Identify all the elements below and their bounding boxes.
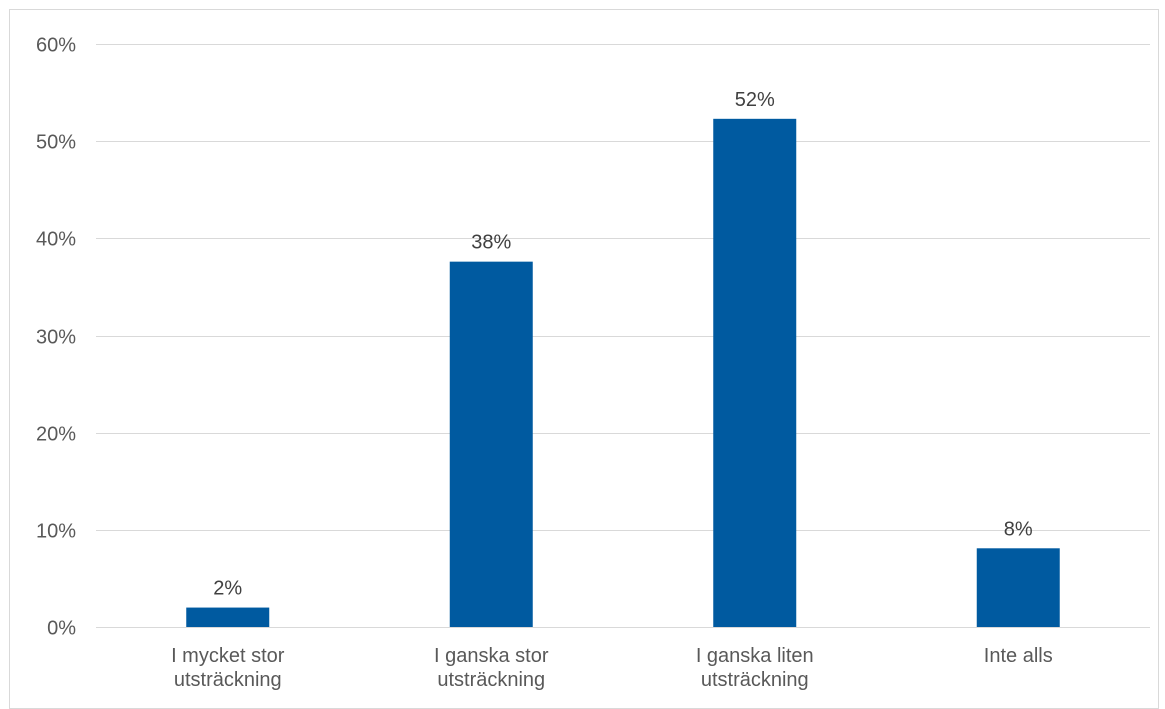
data-label: 8% <box>1004 518 1033 540</box>
chart-frame <box>9 9 1159 709</box>
bar <box>186 607 270 627</box>
y-tick-label: 20% <box>36 424 76 446</box>
x-category-label: utsträckning <box>437 669 545 691</box>
y-tick-label: 60% <box>36 35 76 57</box>
x-category-label: utsträckning <box>174 669 282 691</box>
y-tick-label: 0% <box>47 618 76 640</box>
x-category-label: I mycket stor <box>171 645 285 667</box>
data-label: 52% <box>735 89 775 111</box>
bars <box>186 118 1060 628</box>
y-tick-label: 50% <box>36 132 76 154</box>
y-tick-label: 30% <box>36 327 76 349</box>
x-category-label: utsträckning <box>701 669 809 691</box>
bar <box>976 548 1060 627</box>
y-axis-tick-labels: 0% 10% 20% 30% 40% 50% 60% <box>36 35 76 640</box>
bar <box>713 118 797 628</box>
data-label: 38% <box>471 232 511 254</box>
y-tick-label: 10% <box>36 521 76 543</box>
x-category-label: I ganska liten <box>696 645 814 667</box>
data-label: 2% <box>213 578 242 600</box>
data-labels: 2% 38% 52% 8% <box>213 89 1033 600</box>
y-tick-label: 40% <box>36 229 76 251</box>
x-category-label: I ganska stor <box>434 645 549 667</box>
bar <box>449 261 533 627</box>
gridlines <box>96 44 1150 628</box>
x-category-label: Inte alls <box>984 645 1053 667</box>
